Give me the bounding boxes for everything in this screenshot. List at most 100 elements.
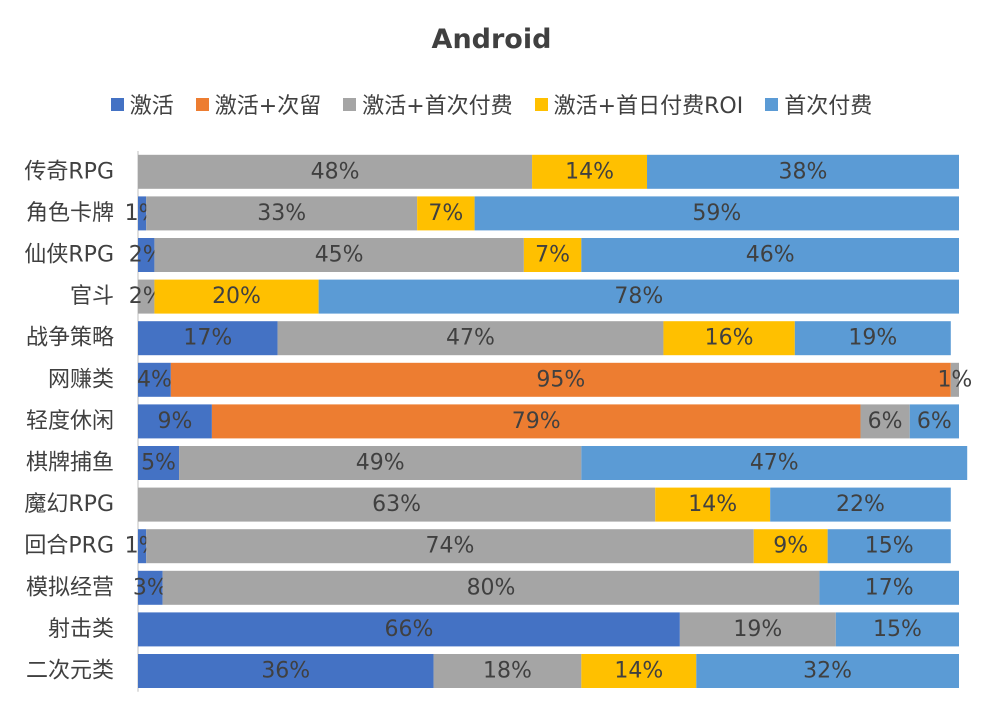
category-label: 棋牌捕鱼	[26, 451, 114, 476]
bar-segment	[179, 446, 582, 480]
legend-label: 激活+次留	[214, 94, 322, 119]
legend-swatch	[343, 97, 357, 111]
data-label: 17%	[183, 326, 232, 351]
data-label: 15%	[865, 534, 914, 559]
data-label: 63%	[372, 492, 421, 517]
data-label: 22%	[836, 492, 885, 517]
legend-label: 首次付费	[784, 94, 873, 119]
legend-swatch	[534, 97, 548, 111]
data-label: 79%	[512, 409, 561, 434]
data-label: 18%	[483, 659, 532, 684]
category-label: 传奇RPG	[24, 159, 114, 184]
legend-label: 激活+首日付费ROI	[553, 94, 744, 119]
data-label: 19%	[848, 326, 897, 351]
category-label: 轻度休闲	[26, 409, 114, 434]
bar-segment	[138, 404, 212, 439]
chart-title: Android	[431, 24, 552, 55]
data-label: 48%	[311, 159, 360, 184]
data-label: 95%	[536, 367, 585, 392]
data-label: 4%	[137, 367, 172, 392]
bar-segment	[753, 529, 828, 564]
legend-swatch	[110, 97, 124, 111]
data-label: 1%	[937, 367, 972, 392]
bar-segment	[138, 446, 180, 480]
legend-item: 激活+次留	[195, 88, 322, 120]
legend-item: 激活+首日付费ROI	[534, 88, 744, 120]
data-label: 9%	[773, 534, 808, 559]
data-label: 78%	[614, 284, 663, 309]
category-label: 战争策略	[26, 326, 114, 351]
data-label: 33%	[257, 201, 306, 226]
data-label: 14%	[614, 659, 663, 684]
bar-segment	[581, 238, 959, 272]
bar-segment	[146, 196, 418, 231]
category-label: 官斗	[70, 284, 114, 309]
bar-segment	[794, 321, 951, 356]
data-label: 7%	[428, 201, 463, 226]
bar-segment	[474, 196, 959, 231]
legend-label: 激活	[129, 94, 174, 119]
data-label: 49%	[356, 451, 405, 476]
data-label: 66%	[384, 617, 433, 642]
legend-item: 激活	[110, 88, 174, 120]
bar-segment	[819, 570, 959, 605]
bar-segment	[138, 196, 147, 231]
bar-segment	[138, 238, 155, 272]
bar-segment	[647, 154, 959, 189]
bar-segment	[663, 321, 795, 356]
data-label: 6%	[917, 409, 952, 434]
data-label: 19%	[733, 617, 782, 642]
data-label: 3%	[133, 575, 168, 600]
bar-segment	[138, 321, 278, 356]
data-label: 47%	[446, 326, 495, 351]
bar-segment	[523, 238, 582, 272]
bar-segment	[581, 446, 968, 480]
bar-segment	[170, 362, 951, 397]
data-label: 7%	[535, 243, 570, 268]
bar-segment	[138, 654, 434, 688]
bar-segment	[860, 404, 910, 439]
data-label: 59%	[692, 201, 741, 226]
bar-segment	[154, 238, 524, 272]
bar-segment	[679, 612, 836, 647]
bar-segment	[154, 279, 319, 314]
bar-segment	[770, 487, 951, 522]
data-label: 47%	[750, 451, 799, 476]
bar-segment	[277, 321, 664, 356]
bar-segment	[138, 279, 155, 314]
category-label: 射击类	[48, 617, 114, 642]
data-label: 6%	[868, 409, 903, 434]
bar-segment	[532, 154, 648, 189]
data-label: 14%	[565, 159, 614, 184]
category-label: 回合PRG	[24, 534, 114, 559]
bar-segment	[146, 529, 754, 564]
category-label: 角色卡牌	[26, 201, 114, 226]
data-label: 46%	[746, 243, 795, 268]
bar-segment	[655, 487, 771, 522]
data-label: 17%	[865, 575, 914, 600]
category-label: 仙侠RPG	[24, 243, 114, 268]
category-label: 二次元类	[26, 659, 114, 684]
bar-segment	[696, 654, 959, 688]
bar-segment	[318, 279, 959, 314]
category-label: 魔幻RPG	[24, 492, 114, 517]
bar-segment	[138, 529, 147, 564]
data-label: 5%	[141, 451, 176, 476]
data-label: 15%	[873, 617, 922, 642]
legend-swatch	[765, 97, 779, 111]
data-label: 38%	[779, 159, 828, 184]
data-label: 9%	[157, 409, 192, 434]
bar-segment	[581, 654, 697, 688]
data-label: 16%	[705, 326, 754, 351]
data-label: 74%	[426, 534, 475, 559]
bar-segment	[162, 570, 820, 605]
legend-item: 首次付费	[765, 88, 872, 120]
data-label: 45%	[315, 243, 364, 268]
bar-segment	[211, 404, 861, 439]
bar-segment	[950, 362, 959, 397]
legend: 激活 激活+次留 激活+首次付费 激活+首日付费ROI 首次付费	[0, 88, 983, 120]
bar-segment	[138, 612, 680, 647]
data-label: 32%	[803, 659, 852, 684]
bar-segment	[138, 362, 171, 397]
